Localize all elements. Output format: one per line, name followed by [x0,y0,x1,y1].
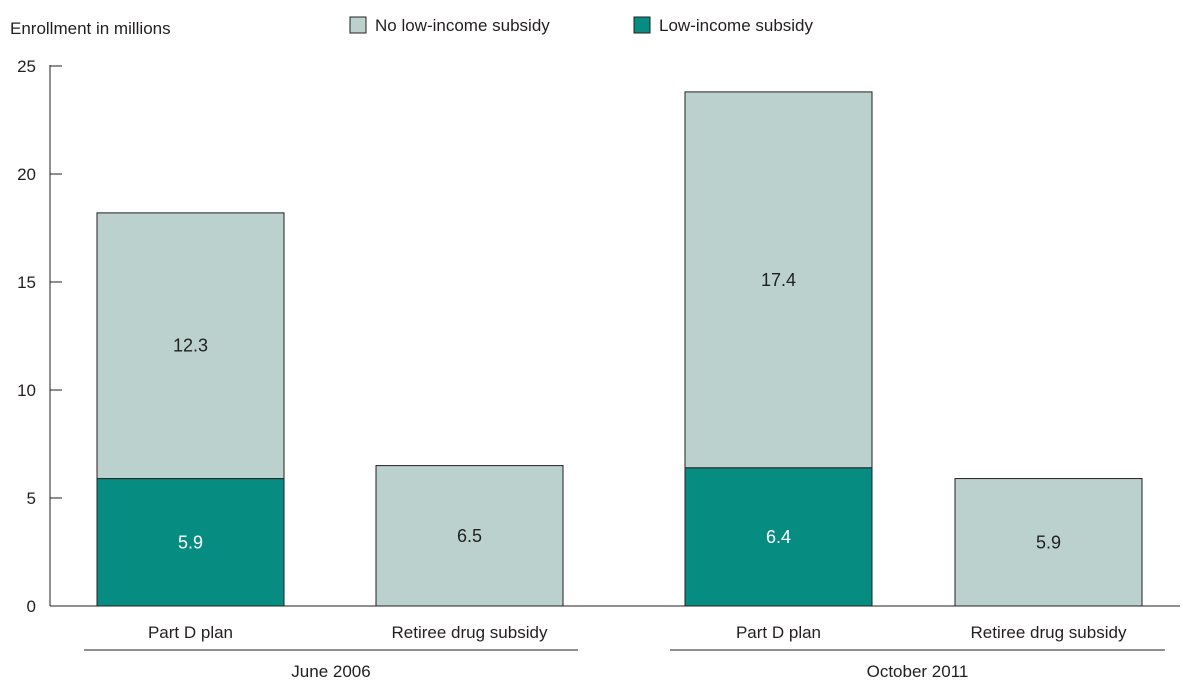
bar-low-income-subsidy-2 [684,467,873,607]
y-axis-label: Enrollment in millions [10,19,171,38]
legend-label-low-income-subsidy: Low-income subsidy [659,16,814,35]
data-label-low-income-subsidy-0: 5.9 [178,532,203,552]
x-tick-label-1: Retiree drug subsidy [392,623,548,642]
group-label-october-2011: October 2011 [867,662,969,681]
data-label-no-low-income-subsidy-0: 12.3 [173,336,208,356]
bars: 5.9 12.3 6.5 6.4 17.4 5.9 [50,91,1180,607]
group-label-june-2006: June 2006 [291,662,370,681]
y-axis: 0 5 10 15 20 25 [17,57,62,616]
bar-no-low-income-subsidy-3 [954,478,1143,607]
y-tick-label-25: 25 [17,57,36,76]
y-tick-label-20: 20 [17,165,36,184]
y-tick-label-0: 0 [27,597,36,616]
bar-no-low-income-subsidy-2 [684,91,873,469]
x-tick-label-3: Retiree drug subsidy [971,623,1127,642]
legend-swatch-no-low-income-subsidy [349,16,367,34]
data-label-no-low-income-subsidy-2: 17.4 [761,270,796,290]
legend-label-no-low-income-subsidy: No low-income subsidy [375,16,550,35]
data-label-low-income-subsidy-2: 6.4 [766,527,791,547]
data-label-no-low-income-subsidy-1: 6.5 [457,526,482,546]
y-tick-label-15: 15 [17,273,36,292]
bar-no-low-income-subsidy-1 [375,465,564,607]
legend-swatch-low-income-subsidy [633,16,651,34]
bar-no-low-income-subsidy-0 [96,212,285,480]
x-tick-label-0: Part D plan [148,623,233,642]
data-label-no-low-income-subsidy-3: 5.9 [1036,532,1061,552]
y-tick-label-10: 10 [17,381,36,400]
x-axis: Part D plan Retiree drug subsidy Part D pl… [84,623,1165,681]
legend: No low-income subsidy Low-income subsidy [349,16,814,35]
y-tick-label-5: 5 [27,489,36,508]
x-tick-label-2: Part D plan [736,623,821,642]
